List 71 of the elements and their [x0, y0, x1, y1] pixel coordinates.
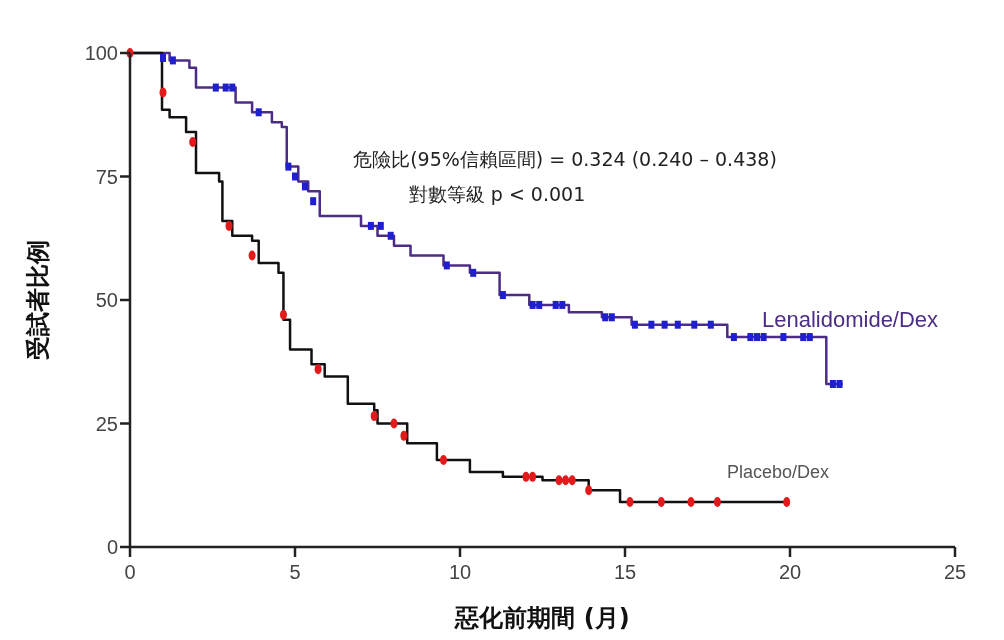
annotation: 危險比(95%信賴區間) = 0.324 (0.240 – 0.438)	[353, 148, 777, 170]
y-tick-label: 0	[106, 536, 118, 558]
x-tick-label: 0	[124, 561, 136, 583]
point	[387, 231, 394, 240]
y-tick-label: 50	[95, 289, 118, 311]
point	[370, 411, 378, 422]
point	[159, 87, 167, 98]
y-tick-label: 25	[95, 412, 118, 435]
point	[552, 300, 559, 309]
point	[189, 136, 197, 147]
point	[555, 475, 563, 486]
point	[377, 221, 384, 230]
y-axis-title: 受試者比例	[24, 240, 52, 360]
point	[836, 379, 843, 388]
point	[559, 300, 566, 309]
point	[301, 182, 308, 191]
point	[691, 320, 698, 329]
point	[285, 162, 292, 171]
point	[806, 333, 813, 342]
point	[562, 475, 570, 486]
series-label: Placebo/Dex	[727, 462, 830, 482]
point	[568, 475, 576, 486]
point	[631, 320, 638, 329]
x-tick-label: 15	[613, 561, 637, 583]
point	[747, 333, 754, 342]
point	[713, 497, 721, 508]
point	[522, 471, 530, 482]
point	[602, 313, 609, 322]
point	[760, 333, 767, 342]
point	[648, 320, 655, 329]
point	[608, 313, 615, 322]
point	[783, 497, 791, 508]
point	[310, 197, 317, 206]
point	[470, 268, 477, 277]
series-label: Lenalidomide/Dex	[762, 307, 939, 332]
point	[585, 485, 593, 496]
point	[687, 497, 695, 508]
point	[657, 497, 665, 508]
point	[529, 300, 536, 309]
point	[390, 418, 398, 429]
point	[499, 291, 506, 300]
point	[661, 320, 668, 329]
x-tick-label: 20	[778, 561, 802, 583]
x-tick-label: 10	[448, 561, 472, 583]
point	[169, 56, 176, 65]
point	[229, 83, 236, 92]
x-tick-label: 5	[289, 561, 301, 583]
point	[800, 333, 807, 342]
y-tick-label: 75	[95, 165, 118, 188]
x-axis-title: 惡化前期間 (月)	[454, 604, 630, 632]
point	[212, 83, 219, 92]
x-tick-label: 25	[943, 561, 967, 583]
point	[626, 497, 634, 508]
point	[443, 261, 450, 270]
point	[248, 250, 256, 261]
annotation: 對數等級 p < 0.001	[408, 183, 586, 205]
point	[367, 221, 374, 230]
y-tick-label: 100	[84, 42, 118, 64]
point	[536, 300, 543, 309]
point	[829, 379, 836, 388]
point	[674, 320, 681, 329]
point	[707, 320, 714, 329]
point	[255, 108, 262, 117]
point	[225, 220, 233, 231]
point	[279, 309, 287, 320]
point	[314, 364, 322, 375]
point	[529, 471, 537, 482]
point	[780, 333, 787, 342]
point	[222, 83, 229, 92]
point	[730, 333, 737, 342]
point	[400, 430, 408, 441]
